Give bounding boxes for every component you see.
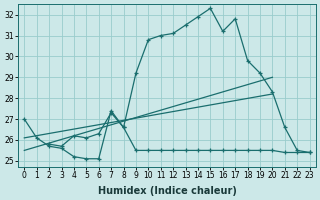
X-axis label: Humidex (Indice chaleur): Humidex (Indice chaleur) — [98, 186, 236, 196]
